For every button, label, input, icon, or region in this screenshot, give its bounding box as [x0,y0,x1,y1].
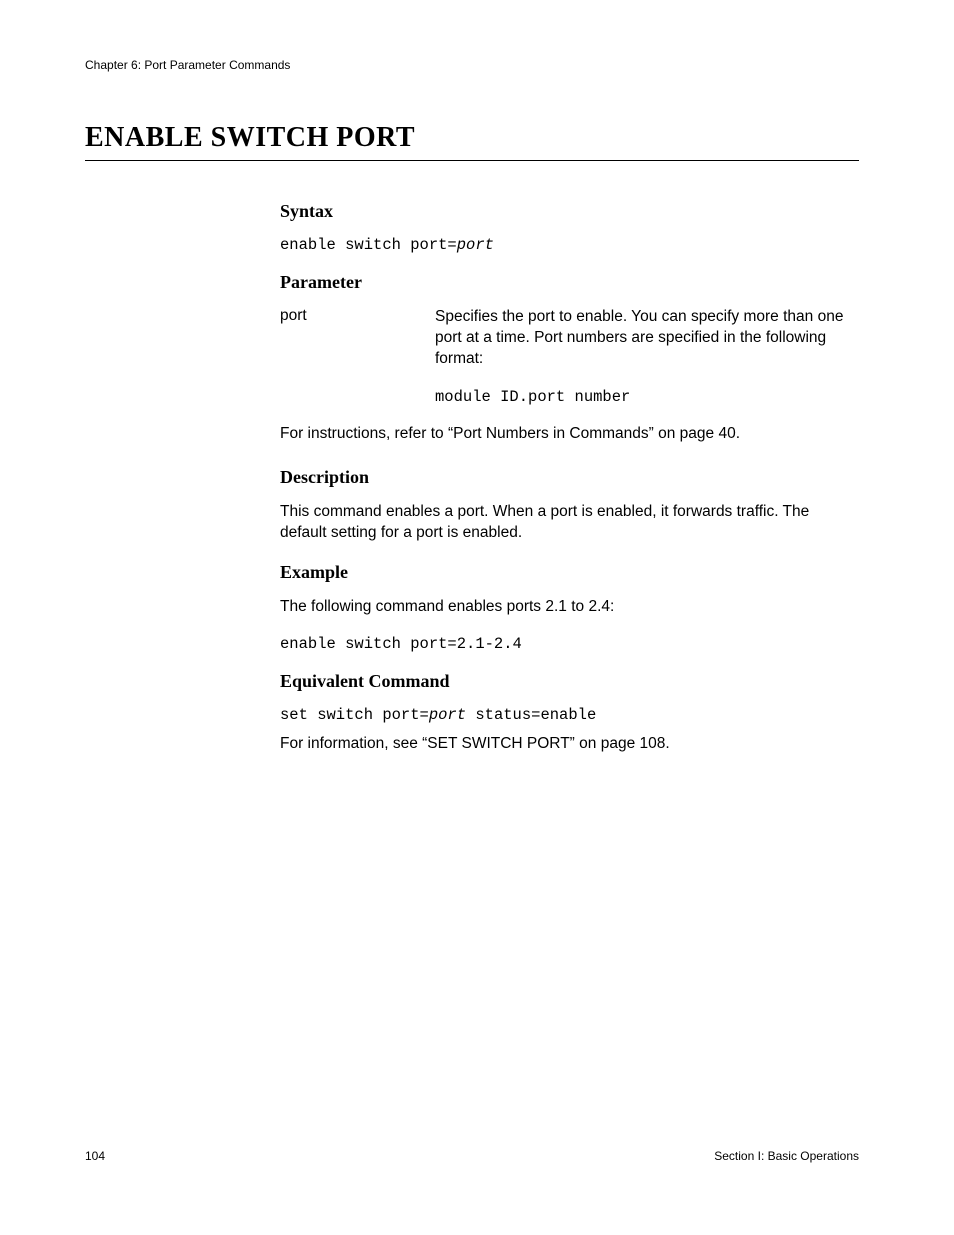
syntax-code-prefix: enable switch port= [280,236,457,254]
example-intro: The following command enables ports 2.1 … [280,597,859,618]
parameter-heading: Parameter [280,272,859,293]
parameter-format: module ID.port number [435,388,859,406]
equivalent-reference: For information, see “SET SWITCH PORT” o… [280,734,859,755]
equivalent-code-prefix: set switch port= [280,706,429,724]
content-block: Syntax enable switch port=port Parameter… [280,201,859,755]
chapter-header: Chapter 6: Port Parameter Commands [85,58,859,72]
example-code: enable switch port=2.1-2.4 [280,635,859,653]
parameter-format-code: module ID.port number [435,388,630,406]
page-number: 104 [85,1149,105,1163]
page-title: ENABLE SWITCH PORT [85,122,859,154]
equivalent-code: set switch port=port status=enable [280,706,859,724]
example-heading: Example [280,562,859,583]
syntax-code-var: port [457,236,494,254]
parameter-name: port [280,307,435,370]
page-footer: 104 Section I: Basic Operations [85,1149,859,1163]
equivalent-heading: Equivalent Command [280,671,859,692]
parameter-row: port Specifies the port to enable. You c… [280,307,859,370]
equivalent-code-suffix: status=enable [466,706,596,724]
description-heading: Description [280,467,859,488]
equivalent-code-var: port [429,706,466,724]
parameter-description: Specifies the port to enable. You can sp… [435,307,859,370]
section-label: Section I: Basic Operations [714,1149,859,1163]
syntax-heading: Syntax [280,201,859,222]
document-page: Chapter 6: Port Parameter Commands ENABL… [0,0,954,1235]
syntax-code: enable switch port=port [280,236,859,254]
title-rule [85,160,859,161]
parameter-reference: For instructions, refer to “Port Numbers… [280,424,859,445]
description-text: This command enables a port. When a port… [280,502,859,544]
